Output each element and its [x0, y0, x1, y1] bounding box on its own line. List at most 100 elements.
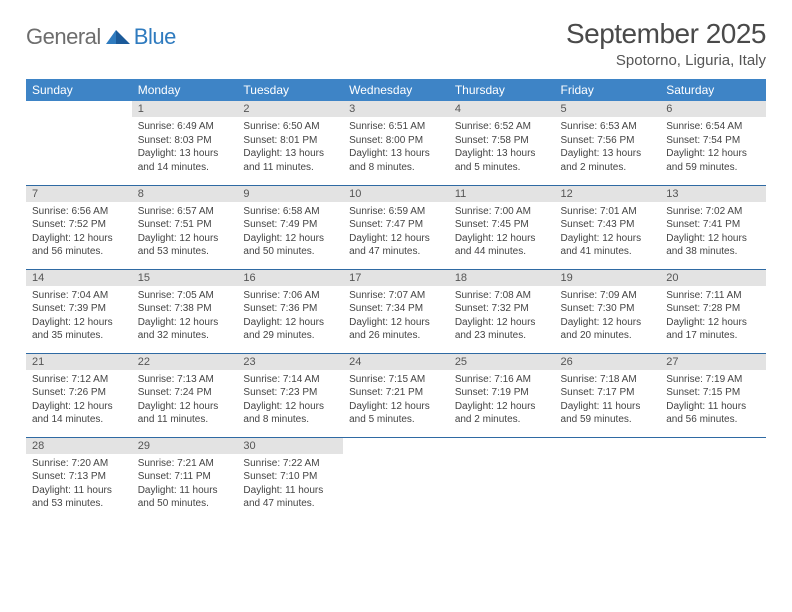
- day-number: 27: [660, 354, 766, 370]
- calendar-cell: 20 Sunrise: 7:11 AMSunset: 7:28 PMDayligh…: [660, 269, 766, 353]
- daylight-line: Daylight: 12 hours and 47 minutes.: [349, 232, 443, 259]
- day-number: 20: [660, 270, 766, 286]
- weekday-header: Monday: [132, 79, 238, 101]
- calendar-cell: 21Sunrise: 7:12 AMSunset: 7:26 PMDayligh…: [26, 353, 132, 437]
- day-number: 1: [132, 101, 238, 117]
- day-details: Sunrise: 7:12 AMSunset: 7:26 PMDaylight:…: [26, 370, 132, 431]
- calendar-cell: 17Sunrise: 7:07 AMSunset: 7:34 PMDayligh…: [343, 269, 449, 353]
- day-number: 26: [555, 354, 661, 370]
- weekday-header: Wednesday: [343, 79, 449, 101]
- day-number: 2: [237, 101, 343, 117]
- sunset-line: Sunset: 7:15 PM: [666, 386, 760, 400]
- calendar-cell: 28Sunrise: 7:20 AMSunset: 7:13 PMDayligh…: [26, 437, 132, 521]
- sunset-line: Sunset: 7:28 PM: [666, 302, 760, 316]
- day-number: 9: [237, 186, 343, 202]
- calendar-cell: 27Sunrise: 7:19 AMSunset: 7:15 PMDayligh…: [660, 353, 766, 437]
- day-details: Sunrise: 7:00 AMSunset: 7:45 PMDaylight:…: [449, 202, 555, 263]
- day-number: 22: [132, 354, 238, 370]
- daylight-line: Daylight: 12 hours and 35 minutes.: [32, 316, 126, 343]
- sunrise-line: Sunrise: 6:59 AM: [349, 205, 443, 219]
- calendar-cell: 11Sunrise: 7:00 AMSunset: 7:45 PMDayligh…: [449, 185, 555, 269]
- day-details: Sunrise: 7:15 AMSunset: 7:21 PMDaylight:…: [343, 370, 449, 431]
- calendar-body: 1Sunrise: 6:49 AMSunset: 8:03 PMDaylight…: [26, 101, 766, 521]
- sunrise-line: Sunrise: 7:05 AM: [138, 289, 232, 303]
- daylight-line: Daylight: 12 hours and 2 minutes.: [455, 400, 549, 427]
- day-details: Sunrise: 7:14 AMSunset: 7:23 PMDaylight:…: [237, 370, 343, 431]
- daylight-line: Daylight: 12 hours and 53 minutes.: [138, 232, 232, 259]
- calendar-cell: 24Sunrise: 7:15 AMSunset: 7:21 PMDayligh…: [343, 353, 449, 437]
- day-number: 14: [26, 270, 132, 286]
- daylight-line: Daylight: 11 hours and 56 minutes.: [666, 400, 760, 427]
- calendar-cell: 29Sunrise: 7:21 AMSunset: 7:11 PMDayligh…: [132, 437, 238, 521]
- sunrise-line: Sunrise: 6:58 AM: [243, 205, 337, 219]
- calendar-cell: 8Sunrise: 6:57 AMSunset: 7:51 PMDaylight…: [132, 185, 238, 269]
- calendar-cell: 19Sunrise: 7:09 AMSunset: 7:30 PMDayligh…: [555, 269, 661, 353]
- calendar-cell: 5Sunrise: 6:53 AMSunset: 7:56 PMDaylight…: [555, 101, 661, 185]
- sunset-line: Sunset: 7:13 PM: [32, 470, 126, 484]
- day-details: Sunrise: 7:22 AMSunset: 7:10 PMDaylight:…: [237, 454, 343, 515]
- sunrise-line: Sunrise: 7:09 AM: [561, 289, 655, 303]
- day-number: 23: [237, 354, 343, 370]
- calendar-cell: 6Sunrise: 6:54 AMSunset: 7:54 PMDaylight…: [660, 101, 766, 185]
- day-number: 28: [26, 438, 132, 454]
- calendar-cell: 22Sunrise: 7:13 AMSunset: 7:24 PMDayligh…: [132, 353, 238, 437]
- daylight-line: Daylight: 13 hours and 2 minutes.: [561, 147, 655, 174]
- sunrise-line: Sunrise: 7:15 AM: [349, 373, 443, 387]
- sunset-line: Sunset: 7:10 PM: [243, 470, 337, 484]
- title-block: September 2025 Spotorno, Liguria, Italy: [566, 18, 766, 69]
- header: General Blue September 2025 Spotorno, Li…: [26, 18, 766, 69]
- sunset-line: Sunset: 7:21 PM: [349, 386, 443, 400]
- day-details: Sunrise: 7:19 AMSunset: 7:15 PMDaylight:…: [660, 370, 766, 431]
- calendar-cell: 4Sunrise: 6:52 AMSunset: 7:58 PMDaylight…: [449, 101, 555, 185]
- location-text: Spotorno, Liguria, Italy: [566, 52, 766, 69]
- calendar-cell: 2Sunrise: 6:50 AMSunset: 8:01 PMDaylight…: [237, 101, 343, 185]
- daylight-line: Daylight: 12 hours and 41 minutes.: [561, 232, 655, 259]
- calendar-cell: [555, 437, 661, 521]
- calendar-cell: 16Sunrise: 7:06 AMSunset: 7:36 PMDayligh…: [237, 269, 343, 353]
- sunset-line: Sunset: 7:41 PM: [666, 218, 760, 232]
- day-number: 4: [449, 101, 555, 117]
- calendar-row: 7 Sunrise: 6:56 AMSunset: 7:52 PM Daylight…: [26, 185, 766, 269]
- sunrise-line: Sunrise: 6:53 AM: [561, 120, 655, 134]
- sunset-line: Sunset: 7:52 PM: [32, 218, 126, 232]
- day-number: 30: [237, 438, 343, 454]
- sunrise-line: Sunrise: 7:11 AM: [666, 289, 760, 303]
- day-details: Sunrise: 6:58 AMSunset: 7:49 PMDaylight:…: [237, 202, 343, 263]
- calendar-cell: 13Sunrise: 7:02 AMSunset: 7:41 PMDayligh…: [660, 185, 766, 269]
- day-details: Sunrise: 7:02 AMSunset: 7:41 PMDaylight:…: [660, 202, 766, 263]
- day-number: 11: [449, 186, 555, 202]
- day-number: 12: [555, 186, 661, 202]
- day-number: 21: [26, 354, 132, 370]
- daylight-line: Daylight: 11 hours and 47 minutes.: [243, 484, 337, 511]
- calendar-cell: [660, 437, 766, 521]
- sunrise-line: Sunrise: 6:56 AM: [32, 205, 126, 219]
- brand-text-2: Blue: [134, 24, 176, 50]
- sunset-line: Sunset: 7:49 PM: [243, 218, 337, 232]
- day-details: Sunrise: 7:13 AMSunset: 7:24 PMDaylight:…: [132, 370, 238, 431]
- brand-mark-icon: [106, 26, 132, 49]
- calendar-table: SundayMondayTuesdayWednesdayThursdayFrid…: [26, 79, 766, 521]
- weekday-header: Sunday: [26, 79, 132, 101]
- daylight-line: Daylight: 13 hours and 11 minutes.: [243, 147, 337, 174]
- sunset-line: Sunset: 8:00 PM: [349, 134, 443, 148]
- day-number: 17: [343, 270, 449, 286]
- day-number: 29: [132, 438, 238, 454]
- sunrise-line: Sunrise: 7:02 AM: [666, 205, 760, 219]
- brand-text-1: General: [26, 24, 101, 50]
- day-number: 7: [26, 186, 132, 202]
- day-number: 16: [237, 270, 343, 286]
- daylight-line: Daylight: 12 hours and 17 minutes.: [666, 316, 760, 343]
- calendar-cell: 1Sunrise: 6:49 AMSunset: 8:03 PMDaylight…: [132, 101, 238, 185]
- daylight-line: Daylight: 11 hours and 59 minutes.: [561, 400, 655, 427]
- sunrise-line: Sunrise: 7:06 AM: [243, 289, 337, 303]
- calendar-cell: 15Sunrise: 7:05 AMSunset: 7:38 PMDayligh…: [132, 269, 238, 353]
- sunset-line: Sunset: 7:51 PM: [138, 218, 232, 232]
- daylight-line: Daylight: 11 hours and 50 minutes.: [138, 484, 232, 511]
- day-number: 8: [132, 186, 238, 202]
- sunrise-line: Sunrise: 7:22 AM: [243, 457, 337, 471]
- sunrise-line: Sunrise: 7:07 AM: [349, 289, 443, 303]
- day-number: 3: [343, 101, 449, 117]
- daylight-line: Daylight: 12 hours and 26 minutes.: [349, 316, 443, 343]
- weekday-header: Friday: [555, 79, 661, 101]
- daylight-line: Daylight: 12 hours and 23 minutes.: [455, 316, 549, 343]
